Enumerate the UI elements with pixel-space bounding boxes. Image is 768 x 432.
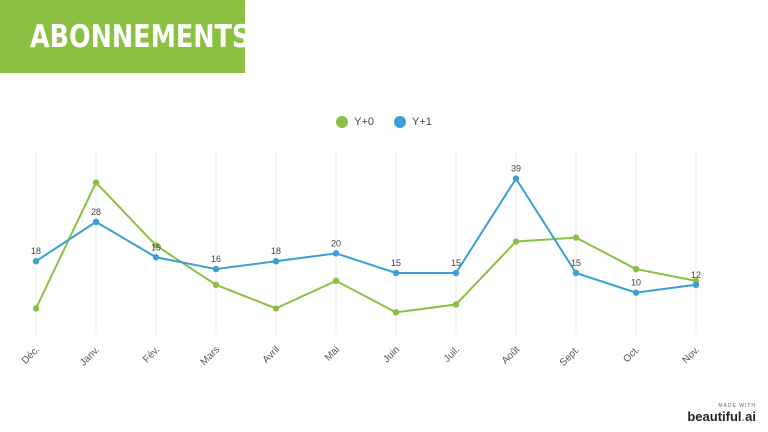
data-label: 19 (151, 242, 161, 252)
data-point-y0 (152, 242, 160, 249)
data-point-y1 (272, 258, 280, 265)
data-point-y0 (392, 309, 400, 316)
legend-swatch-y1 (394, 116, 406, 128)
data-point-y0 (32, 305, 40, 312)
brand-logo: MADE WITH beautiful.ai (687, 403, 756, 424)
x-tick-label: Août (500, 344, 522, 366)
series-line-y1 (35, 177, 697, 294)
data-point-y1 (452, 269, 460, 277)
data-point-y1 (512, 175, 520, 182)
legend-label-y1: Y+1 (412, 116, 432, 128)
data-point-y1 (152, 254, 160, 261)
data-label: 20 (331, 238, 341, 248)
data-label: 16 (211, 254, 221, 264)
data-label: 39 (511, 164, 521, 174)
data-point-y0 (272, 305, 280, 312)
page-title: ABONNEMENTS (30, 19, 251, 55)
x-tick-label: Fév. (141, 344, 162, 365)
data-label: 18 (31, 246, 41, 256)
data-point-y1 (32, 258, 40, 265)
data-label: 10 (631, 278, 641, 288)
data-label: 12 (691, 270, 701, 280)
x-tick-label: Oct. (621, 344, 642, 365)
legend-swatch-y0 (336, 116, 349, 128)
data-point-y0 (512, 238, 520, 245)
data-point-y0 (632, 265, 640, 273)
data-point-y1 (92, 218, 100, 226)
data-point-y1 (692, 281, 700, 288)
data-point-y1 (572, 269, 580, 277)
x-tick-label: Mars (199, 344, 223, 368)
x-tick-label: Janv. (78, 344, 102, 368)
data-point-y0 (212, 281, 220, 288)
x-tick-label: Nov. (680, 344, 702, 366)
brand-name-suffix: ai (745, 409, 756, 424)
data-point-y0 (92, 179, 100, 186)
chart-legend: Y+0 Y+1 (0, 116, 768, 128)
data-point-y1 (392, 269, 400, 277)
x-tick-label: Juil. (442, 344, 462, 364)
legend-item-y0: Y+0 (336, 116, 374, 128)
x-tick-label: Déc. (20, 344, 42, 366)
data-point-y1 (212, 265, 220, 273)
x-tick-label: Juin (381, 344, 402, 365)
data-label: 15 (451, 258, 461, 268)
series-line-y0 (35, 181, 697, 314)
x-tick-label: Mai (323, 344, 342, 363)
legend-item-y1: Y+1 (394, 116, 432, 128)
legend-label-y0: Y+0 (354, 116, 374, 128)
data-point-y0 (452, 301, 460, 308)
data-point-y0 (332, 277, 340, 285)
x-tick-label: Avril (261, 344, 282, 365)
data-label: 28 (91, 207, 101, 217)
brand-name: beautiful.ai (687, 409, 756, 424)
data-point-y0 (572, 234, 580, 241)
data-label: 15 (571, 258, 581, 268)
brand-made-with: MADE WITH (718, 403, 756, 409)
title-banner: ABONNEMENTS (0, 0, 250, 73)
brand-name-dot: . (741, 409, 746, 424)
x-tick-label: Sept. (558, 344, 582, 368)
data-point-y1 (632, 289, 640, 296)
brand-name-main: beautiful (687, 409, 742, 424)
data-label: 15 (391, 258, 401, 268)
data-label: 18 (271, 246, 281, 256)
data-point-y1 (332, 250, 340, 257)
